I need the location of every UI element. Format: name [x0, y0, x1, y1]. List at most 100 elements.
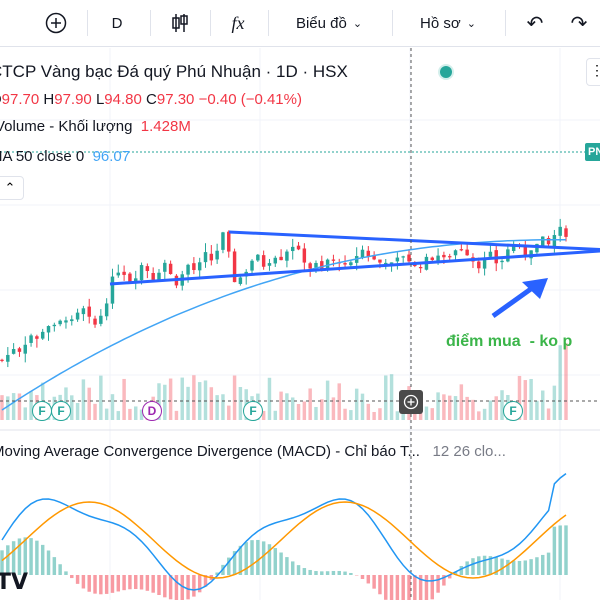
volume-bar — [424, 406, 429, 420]
volume-bar — [186, 386, 190, 420]
volume-bar — [104, 408, 109, 420]
volume-bar — [203, 380, 208, 420]
volume-bar — [372, 411, 376, 420]
volume-bar — [87, 387, 91, 420]
macd-bar — [482, 555, 487, 575]
candle-body — [296, 245, 301, 250]
candle-body — [261, 255, 266, 267]
candle-body — [482, 257, 487, 269]
volume-bar — [302, 401, 307, 420]
macd-bar — [290, 561, 295, 575]
candle-body — [477, 261, 481, 269]
macd-bar — [215, 572, 219, 575]
event-badge-financial[interactable]: F — [51, 401, 71, 421]
volume-bar — [366, 403, 371, 420]
function-icon: fx — [231, 12, 245, 33]
candle-body — [64, 320, 68, 323]
candle-body — [384, 262, 388, 265]
volume-bar — [238, 387, 243, 420]
macd-bar — [314, 571, 318, 575]
volume-bar — [70, 395, 74, 420]
volume-bar — [209, 387, 214, 420]
profile-menu-button[interactable]: Hồ sơ ⌄ — [420, 14, 476, 32]
volume-bar — [93, 403, 97, 420]
macd-bar — [447, 575, 452, 579]
collapse-legend-button[interactable]: ⌃ — [0, 176, 24, 200]
symbol-title[interactable]: CTCP Vàng bạc Đá quý Phú Nhuận · 1D · HS… — [0, 62, 348, 81]
macd-bar — [157, 575, 161, 595]
macd-bar — [256, 539, 260, 575]
candle-body — [157, 272, 161, 280]
candle-body — [81, 308, 86, 315]
chevron-down-icon: ⌄ — [352, 17, 363, 30]
undo-button[interactable]: ↶ — [522, 8, 548, 38]
candle-body — [343, 263, 347, 265]
event-badge-dividend[interactable]: D — [142, 401, 162, 421]
candle-body — [203, 252, 208, 263]
volume-bar — [285, 393, 289, 420]
volume-bar — [320, 399, 324, 420]
candle-body — [128, 273, 132, 282]
candle-body — [87, 306, 91, 317]
tradingview-logo[interactable]: TV — [0, 570, 29, 595]
candle-body — [279, 256, 283, 261]
buy-arrow-icon — [491, 278, 548, 319]
candle-body — [442, 254, 446, 258]
crosshair-add-button[interactable] — [399, 390, 423, 414]
macd-legend[interactable]: Moving Average Convergence Divergence (M… — [0, 443, 506, 460]
macd-bar — [87, 575, 91, 592]
candle-body — [46, 326, 51, 333]
volume-bar — [163, 384, 167, 420]
candlestick-button[interactable] — [166, 8, 194, 38]
event-badge-financial[interactable]: F — [243, 401, 263, 421]
candle-body — [320, 261, 324, 269]
candle-body — [221, 232, 225, 250]
volume-bar — [564, 343, 568, 420]
macd-bar — [238, 545, 243, 575]
volume-bar — [296, 404, 301, 420]
add-symbol-button[interactable] — [40, 8, 72, 38]
candle-body — [0, 359, 4, 361]
volume-bar — [523, 380, 528, 420]
candle-body — [238, 277, 243, 284]
interval-button[interactable]: D — [111, 14, 123, 32]
chart-options-button[interactable]: ⋮ — [586, 58, 600, 86]
macd-bar — [267, 544, 272, 575]
candle-body — [564, 228, 568, 237]
macd-bar — [372, 575, 376, 589]
candle-body — [558, 226, 562, 236]
macd-bar — [104, 575, 109, 594]
candle-body — [360, 249, 365, 258]
macd-bar — [110, 575, 115, 593]
volume-bar — [535, 400, 539, 420]
volume-bar — [331, 397, 336, 420]
candle-body — [256, 254, 260, 261]
candle-body — [40, 331, 45, 339]
volume-bar — [314, 406, 318, 420]
macd-bar — [337, 570, 341, 575]
macd-bar — [320, 571, 324, 575]
volume-bar — [273, 410, 278, 420]
volume-bar — [471, 399, 475, 420]
indicators-button[interactable]: fx — [224, 8, 252, 38]
macd-bar — [250, 540, 254, 575]
event-badge-financial[interactable]: F — [32, 401, 52, 421]
volume-bar — [389, 374, 394, 420]
volume-bar — [384, 375, 388, 420]
macd-bar — [23, 537, 27, 575]
macd-bar — [163, 575, 167, 598]
macd-bar — [81, 575, 86, 589]
macd-bar — [552, 526, 557, 575]
ohlc-row: O97.70 H97.90 L94.80 C97.30 −0.40 (−0.41… — [0, 91, 302, 108]
candle-body — [17, 348, 22, 352]
candle-body — [52, 324, 57, 327]
top-toolbar: D fx Biểu đồ ⌄ Hồ sơ ⌄ ↶ ↷ — [0, 0, 600, 47]
volume-bar — [192, 375, 196, 420]
macd-bar — [331, 570, 336, 575]
chart-menu-button[interactable]: Biểu đồ ⌄ — [295, 14, 363, 32]
volume-bar — [110, 394, 115, 420]
volume-bar — [494, 396, 498, 420]
event-badge-financial[interactable]: F — [503, 401, 523, 421]
redo-button[interactable]: ↷ — [566, 8, 592, 38]
